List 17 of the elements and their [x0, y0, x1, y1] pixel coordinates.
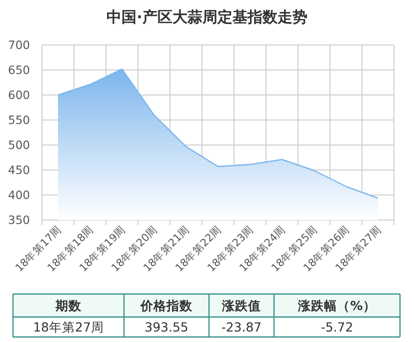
text: -23.87 [221, 320, 262, 334]
chart-title: 中国·产区大蒜周定基指数走势 [106, 8, 308, 26]
y-tick-label: 600 [8, 88, 30, 102]
text: 393.55 [144, 320, 188, 334]
y-tick-label: 650 [8, 63, 30, 77]
y-tick-label: 500 [8, 138, 30, 152]
text: 期数 [54, 298, 82, 313]
text: 涨跌幅（%） [297, 298, 376, 313]
text: -5.72 [320, 320, 354, 334]
y-tick-label: 400 [8, 188, 30, 202]
text: 18年第27周 [33, 320, 104, 334]
y-tick-label: 700 [8, 38, 30, 52]
y-tick-label: 350 [8, 213, 30, 227]
text: 涨跌值 [221, 298, 261, 313]
y-tick-label: 550 [8, 113, 30, 127]
text: 价格指数 [140, 298, 194, 313]
y-tick-label: 450 [8, 163, 30, 177]
